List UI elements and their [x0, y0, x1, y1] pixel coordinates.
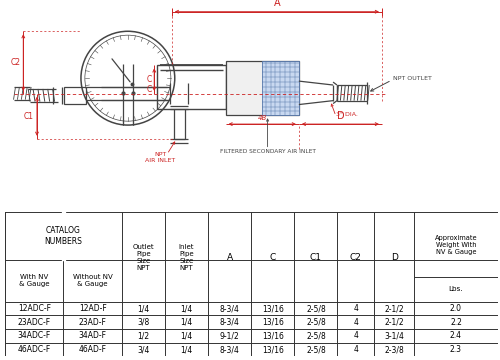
Text: 3-1/4: 3-1/4: [384, 331, 404, 341]
Text: D: D: [391, 253, 398, 261]
Text: 2-1/2: 2-1/2: [384, 304, 404, 313]
Text: 8-3/4: 8-3/4: [220, 345, 240, 354]
Text: A: A: [274, 0, 280, 8]
Text: D: D: [336, 111, 344, 121]
Text: 2-3/8: 2-3/8: [384, 345, 404, 354]
Text: 8-3/4: 8-3/4: [220, 304, 240, 313]
Text: 1/4: 1/4: [138, 304, 149, 313]
Text: C: C: [270, 253, 276, 261]
Text: Approximate
Weight With
NV & Gauge: Approximate Weight With NV & Gauge: [434, 235, 478, 255]
Bar: [226, 60, 299, 115]
Text: 23ADC-F: 23ADC-F: [18, 318, 51, 327]
Text: 4B: 4B: [258, 115, 267, 121]
Text: 4: 4: [354, 331, 358, 341]
Text: 2.2: 2.2: [450, 318, 462, 327]
Text: 4: 4: [354, 318, 358, 327]
Text: Without NV
& Gauge: Without NV & Gauge: [73, 274, 112, 287]
Text: 4: 4: [354, 304, 358, 313]
Text: 46ADC-F: 46ADC-F: [18, 345, 51, 354]
Text: NPT OUTLET: NPT OUTLET: [392, 76, 432, 81]
Text: 2-5/8: 2-5/8: [306, 318, 326, 327]
Text: 12AD-F: 12AD-F: [79, 304, 106, 313]
Text: 1/4: 1/4: [180, 304, 192, 313]
Text: C: C: [147, 85, 152, 94]
Text: Outlet
Pipe
Size
NPT: Outlet Pipe Size NPT: [132, 243, 154, 271]
Text: NPT: NPT: [154, 152, 166, 157]
Text: AIR INLET: AIR INLET: [145, 158, 175, 163]
Text: 2-5/8: 2-5/8: [306, 304, 326, 313]
Bar: [157, 66, 226, 109]
Text: 2-5/8: 2-5/8: [306, 345, 326, 354]
Text: 23AD-F: 23AD-F: [79, 318, 106, 327]
Text: 13/16: 13/16: [262, 318, 283, 327]
Text: Inlet
Pipe
Size
NPT: Inlet Pipe Size NPT: [179, 243, 194, 271]
Text: 34AD-F: 34AD-F: [78, 331, 106, 341]
Bar: [64, 87, 86, 104]
Text: 1/4: 1/4: [180, 318, 192, 327]
Text: 1/4: 1/4: [180, 345, 192, 354]
Text: A: A: [226, 253, 233, 261]
Text: FILTERED SECONDARY AIR INLET: FILTERED SECONDARY AIR INLET: [220, 149, 316, 154]
Text: 3/4: 3/4: [138, 345, 149, 354]
Text: 13/16: 13/16: [262, 331, 283, 341]
Text: 3/8: 3/8: [138, 318, 149, 327]
Text: 13/16: 13/16: [262, 304, 283, 313]
Text: 8-3/4: 8-3/4: [220, 318, 240, 327]
Text: 2.4: 2.4: [450, 331, 462, 341]
Text: C1: C1: [24, 112, 34, 121]
Bar: [262, 60, 299, 115]
Text: C2: C2: [350, 253, 362, 261]
Text: 46AD-F: 46AD-F: [78, 345, 106, 354]
Text: CATALOG
NUMBERS: CATALOG NUMBERS: [44, 226, 82, 246]
Text: 4: 4: [354, 345, 358, 354]
Text: C: C: [147, 75, 152, 84]
Text: 9-1/2: 9-1/2: [220, 331, 240, 341]
Text: 3" DIA.: 3" DIA.: [336, 112, 358, 117]
Text: Lbs.: Lbs.: [448, 287, 464, 292]
Text: With NV
& Gauge: With NV & Gauge: [19, 274, 50, 287]
Text: C1: C1: [310, 253, 322, 261]
Text: 2-1/2: 2-1/2: [384, 318, 404, 327]
Text: C2: C2: [10, 58, 20, 67]
Text: 2.0: 2.0: [450, 304, 462, 313]
Text: 12ADC-F: 12ADC-F: [18, 304, 50, 313]
Text: 1/4: 1/4: [180, 331, 192, 341]
Text: 2-5/8: 2-5/8: [306, 331, 326, 341]
Text: 34ADC-F: 34ADC-F: [18, 331, 51, 341]
Text: 2.3: 2.3: [450, 345, 462, 354]
Text: 13/16: 13/16: [262, 345, 283, 354]
Text: 1/2: 1/2: [138, 331, 149, 341]
